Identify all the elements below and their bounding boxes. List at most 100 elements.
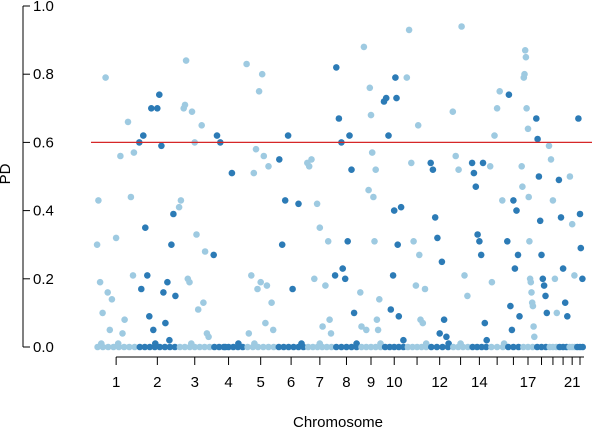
data-point <box>270 343 278 351</box>
data-point <box>519 183 526 190</box>
data-point <box>507 302 514 310</box>
data-point <box>521 70 528 78</box>
x-tick-label: 12 <box>431 374 448 391</box>
data-point <box>121 316 128 324</box>
data-point <box>419 319 427 327</box>
data-point <box>549 197 557 204</box>
data-point <box>186 278 193 286</box>
data-point <box>215 343 223 351</box>
data-point <box>428 343 435 351</box>
data-point <box>409 343 416 351</box>
data-point <box>326 316 333 324</box>
data-point <box>338 343 345 351</box>
data-point <box>177 197 185 204</box>
data-point <box>504 238 511 245</box>
y-tick-label: 0.8 <box>33 66 54 83</box>
data-point <box>119 330 126 337</box>
data-point <box>248 272 255 279</box>
data-point <box>262 319 269 327</box>
data-point <box>260 343 267 351</box>
data-point <box>124 118 132 126</box>
data-point <box>394 241 402 248</box>
data-point <box>431 214 439 221</box>
data-point <box>304 343 312 351</box>
data-point <box>372 166 380 173</box>
data-point <box>168 241 175 248</box>
data-point <box>196 343 203 351</box>
data-point <box>322 282 329 289</box>
data-point <box>559 265 567 272</box>
data-point <box>305 163 313 170</box>
data-point <box>515 343 522 351</box>
data-point <box>522 53 530 61</box>
data-point <box>422 340 430 347</box>
data-point <box>365 186 372 194</box>
data-point <box>255 88 263 95</box>
data-point <box>129 272 137 279</box>
data-point <box>284 132 292 139</box>
data-point <box>488 278 496 286</box>
data-point <box>341 275 349 283</box>
data-point <box>280 343 288 351</box>
y-tick-label: 0.0 <box>33 339 54 356</box>
data-point <box>540 282 548 289</box>
data-point <box>150 326 157 334</box>
data-point <box>440 316 448 324</box>
data-point <box>313 200 321 208</box>
data-point <box>327 330 335 337</box>
data-point <box>483 336 491 344</box>
data-point <box>323 343 331 351</box>
data-point <box>429 166 437 173</box>
data-point <box>117 152 124 160</box>
y-tick-label: 1.0 <box>33 0 54 15</box>
data-point <box>348 166 355 173</box>
data-point <box>348 343 355 351</box>
data-point <box>405 26 413 34</box>
data-point <box>120 343 128 351</box>
data-point <box>368 149 376 156</box>
data-point <box>493 343 501 351</box>
data-point <box>367 343 375 351</box>
data-point <box>534 135 541 143</box>
data-point <box>472 183 480 190</box>
data-point <box>455 166 462 173</box>
data-point <box>158 142 165 150</box>
data-point <box>477 251 485 259</box>
data-point <box>206 343 213 351</box>
data-point <box>400 336 407 344</box>
data-point <box>393 94 400 102</box>
data-point <box>525 193 532 201</box>
data-point <box>144 272 151 279</box>
data-point <box>438 258 446 266</box>
data-point <box>198 122 205 129</box>
data-point <box>377 340 384 347</box>
data-point <box>381 343 389 351</box>
data-point <box>513 207 520 214</box>
data-point <box>160 289 167 296</box>
data-point <box>211 343 218 351</box>
data-point <box>265 163 272 170</box>
data-point <box>285 343 292 351</box>
data-point <box>366 84 374 92</box>
data-point <box>535 173 543 180</box>
data-point <box>245 330 253 337</box>
data-point <box>166 343 174 351</box>
data-point <box>278 241 286 248</box>
data-point <box>188 340 195 347</box>
data-point <box>536 217 544 225</box>
data-point <box>353 340 360 347</box>
data-point <box>295 200 302 208</box>
data-point <box>434 234 441 242</box>
data-point <box>298 340 305 347</box>
data-point <box>311 275 318 283</box>
data-point <box>449 108 457 115</box>
data-point <box>443 333 450 341</box>
data-point <box>543 309 551 317</box>
data-point <box>473 343 481 351</box>
data-point <box>172 292 179 300</box>
data-point <box>367 111 375 119</box>
y-tick-label: 0.4 <box>33 203 54 220</box>
data-point <box>104 289 111 296</box>
data-point <box>243 60 250 68</box>
data-point <box>371 238 378 245</box>
